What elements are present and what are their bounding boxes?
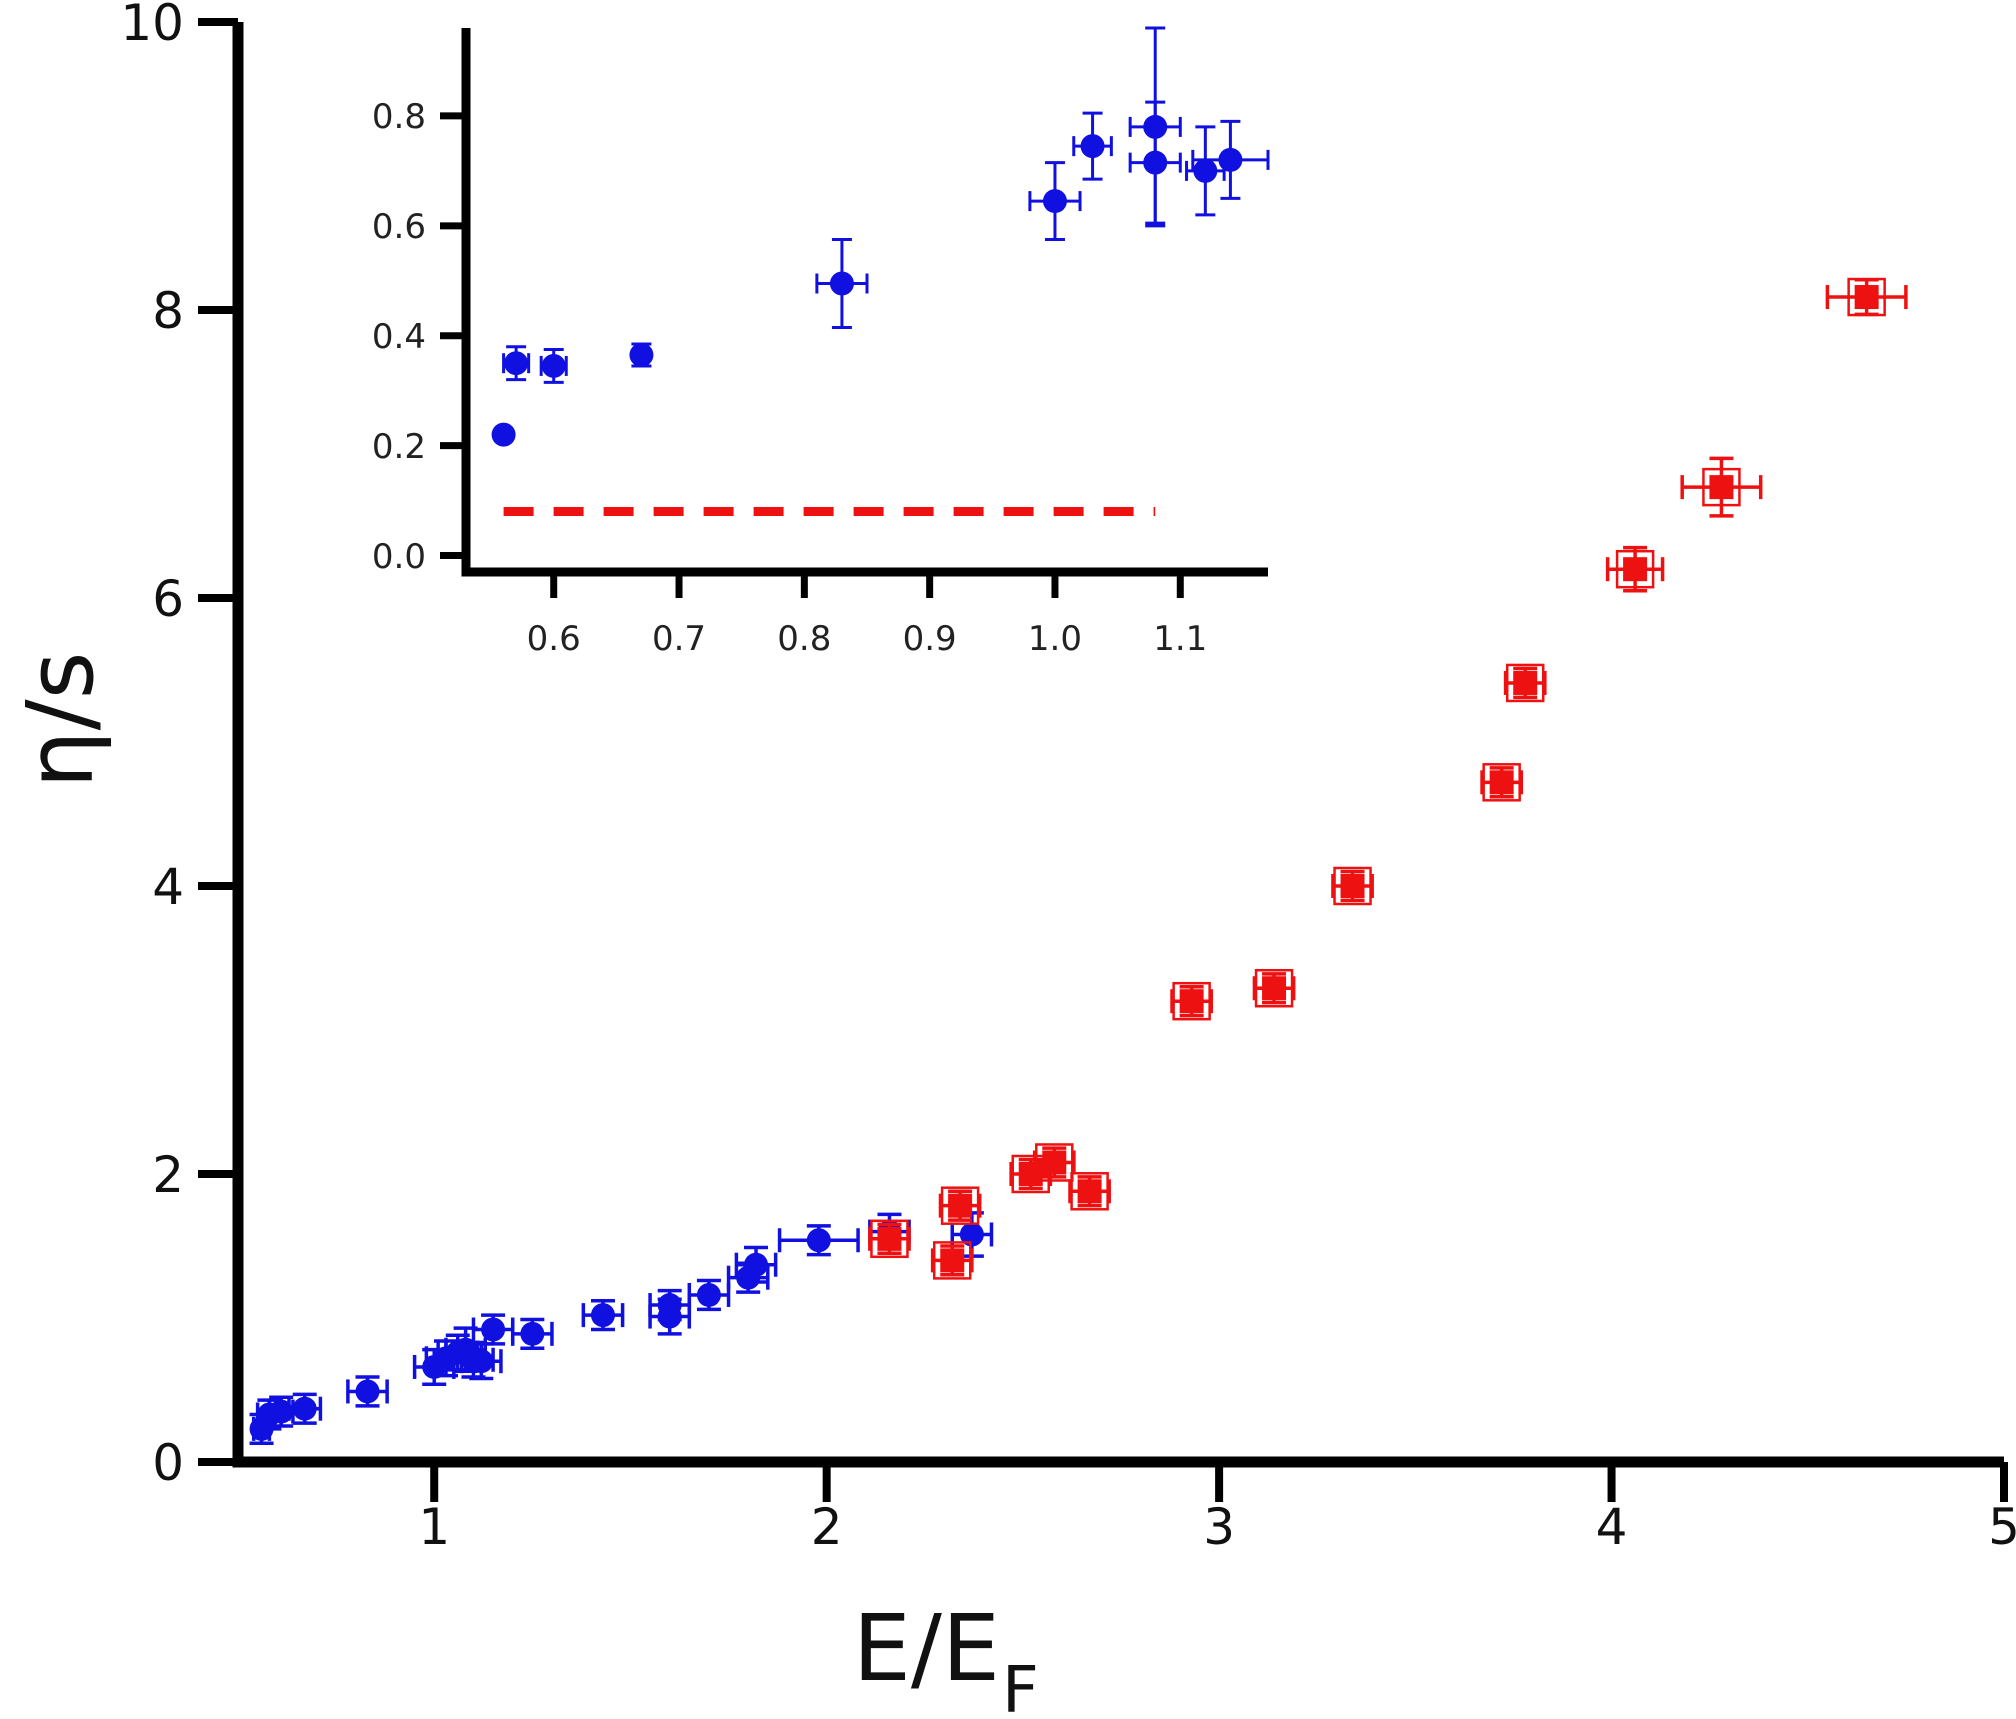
data-point (744, 1252, 769, 1277)
inset-data-point (1080, 134, 1105, 159)
data-point (292, 1396, 317, 1421)
data-point (1489, 770, 1514, 795)
data-point (1042, 1150, 1067, 1175)
x-tick-label: 5 (1988, 1498, 2016, 1556)
data-point (1854, 285, 1879, 310)
inset-x-tick-label: 1.1 (1153, 619, 1207, 659)
main-plot: 1 2 3 4 5 0 2 4 6 8 10 (120, 0, 2016, 1556)
inset-x-tick-label: 1.0 (1028, 619, 1082, 659)
data-point (1018, 1162, 1043, 1186)
inset-x-tick-label: 0.9 (903, 619, 957, 659)
x-tick-label: 4 (1596, 1498, 1628, 1556)
data-point (959, 1222, 984, 1247)
x-tick-label: 1 (418, 1498, 450, 1556)
data-point (520, 1321, 545, 1346)
inset-data-point (1042, 189, 1067, 214)
data-point (696, 1282, 721, 1307)
inset-x-tick-label: 0.8 (777, 619, 831, 659)
inset-data-point (629, 342, 654, 367)
data-point (940, 1248, 965, 1273)
y-axis-title: η/s (7, 651, 114, 788)
inset-data-point (1193, 158, 1218, 183)
inset-x-tick-label: 0.6 (527, 619, 581, 659)
data-point (469, 1349, 494, 1374)
data-point (269, 1399, 294, 1424)
data-point-frame (932, 1241, 972, 1280)
data-point (481, 1317, 506, 1342)
inset-y-tick-label: 0.6 (372, 207, 426, 247)
y-tick-label: 4 (152, 858, 184, 916)
inset-x-tick-label: 0.7 (652, 619, 706, 659)
data-point-frame (1070, 1172, 1109, 1211)
inset-y-tick-label: 0.8 (372, 97, 426, 137)
data-point-frame (1847, 277, 1886, 317)
inset-data-point (1143, 150, 1168, 175)
data-point (1077, 1179, 1102, 1204)
y-tick-label: 2 (152, 1146, 184, 1204)
data-point (590, 1303, 615, 1328)
y-tick-label: 8 (152, 282, 184, 340)
data-point-frame (1702, 467, 1741, 507)
inset-data-point (1218, 147, 1243, 172)
data-point-frame (940, 1186, 980, 1225)
inset-data-point (829, 271, 854, 296)
data-point (1179, 989, 1204, 1014)
y-tick-label: 6 (152, 570, 184, 628)
data-point-frame (1035, 1143, 1074, 1182)
data-point (1262, 976, 1287, 1001)
inset-y-tick-label: 0.0 (372, 537, 426, 577)
data-point-frame (1172, 981, 1211, 1021)
data-point (877, 1226, 902, 1251)
data-point (1623, 557, 1648, 582)
data-point-frame (870, 1219, 909, 1259)
x-tick-label: 3 (1203, 1498, 1235, 1556)
data-point-frame (1333, 866, 1372, 906)
data-point-frame (1505, 663, 1545, 703)
x-axis-title: E/E (853, 1595, 1000, 1702)
inset-data-point (504, 351, 529, 376)
data-point (806, 1228, 831, 1253)
data-point (355, 1379, 380, 1404)
data-point-frame (1482, 763, 1521, 802)
inset-data-point (491, 422, 516, 447)
data-point (1340, 874, 1365, 898)
data-point (657, 1293, 682, 1318)
x-axis-title-subscript: F (1002, 1654, 1039, 1719)
data-point (1709, 475, 1734, 500)
y-tick-label: 0 (152, 1434, 184, 1492)
data-point (1513, 670, 1538, 695)
inset-data-point (541, 353, 566, 378)
y-tick-label: 10 (120, 0, 184, 52)
data-point (948, 1193, 973, 1218)
data-point-frame (1254, 968, 1294, 1008)
data-point-frame (1615, 549, 1655, 589)
inset-y-tick-label: 0.2 (372, 427, 426, 467)
x-tick-label: 2 (811, 1498, 843, 1556)
inset-plot: 0.6 0.7 0.8 0.9 1.0 1.1 0.0 0.2 0.4 0.6 0.8 (372, 26, 1270, 659)
inset-y-tick-label: 0.4 (372, 317, 426, 357)
